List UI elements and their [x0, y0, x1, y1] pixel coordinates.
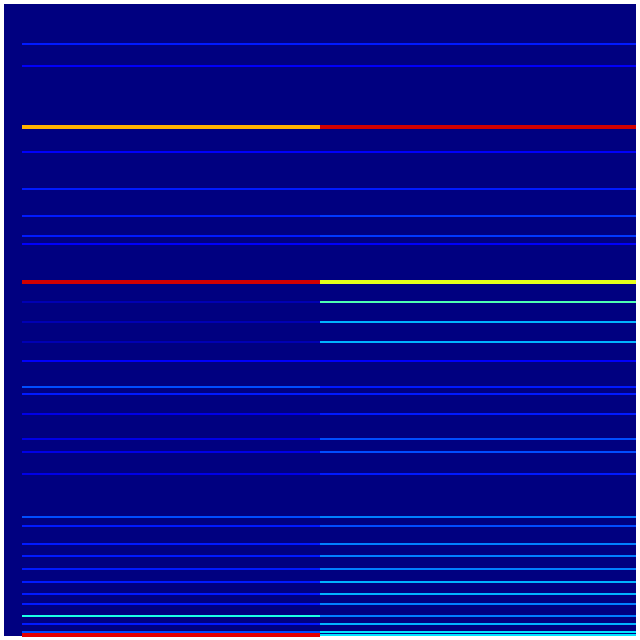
heat-row [320, 603, 636, 605]
heat-row [22, 341, 320, 343]
heat-row [320, 280, 636, 284]
heat-row [22, 451, 320, 453]
heat-row [22, 301, 320, 303]
heat-row [320, 473, 636, 475]
heat-row [22, 125, 320, 129]
heat-row [22, 321, 320, 323]
heat-row [320, 65, 636, 67]
heat-row [22, 151, 320, 153]
heat-row [22, 360, 320, 362]
heat-row [320, 543, 636, 545]
heat-row [22, 555, 320, 557]
heat-row [22, 623, 320, 625]
background [4, 4, 636, 636]
heat-row [320, 568, 636, 570]
heat-row [320, 525, 636, 527]
heat-row [320, 413, 636, 415]
heat-row [320, 360, 636, 362]
heat-row [320, 615, 636, 617]
heat-row [320, 188, 636, 190]
heat-row [22, 215, 320, 217]
heat-row [320, 321, 636, 323]
heat-row [22, 280, 320, 284]
heat-row [320, 151, 636, 153]
heat-row [22, 631, 320, 633]
heat-row [320, 593, 636, 595]
heat-row [320, 215, 636, 217]
heat-row [320, 555, 636, 557]
heat-row [320, 125, 636, 129]
heat-row [22, 615, 320, 617]
heat-row [22, 438, 320, 440]
heat-row [22, 393, 320, 395]
heat-row [320, 341, 636, 343]
heat-row [320, 516, 636, 518]
heat-row [320, 623, 636, 625]
heat-row [22, 633, 320, 637]
heat-row [22, 65, 320, 67]
heat-row [22, 581, 320, 583]
heat-row [22, 243, 320, 245]
heat-row [320, 243, 636, 245]
heat-row [22, 543, 320, 545]
heat-row [22, 473, 320, 475]
heat-row [22, 593, 320, 595]
heat-row [320, 43, 636, 45]
heat-row [22, 386, 320, 388]
heat-row [22, 525, 320, 527]
heat-row [22, 413, 320, 415]
heat-row [22, 568, 320, 570]
heat-row [320, 451, 636, 453]
heat-row [320, 581, 636, 583]
heat-row [22, 188, 320, 190]
heat-row [320, 438, 636, 440]
heat-row [320, 235, 636, 237]
heat-row [320, 634, 636, 636]
heat-row [22, 235, 320, 237]
heat-row [22, 516, 320, 518]
heat-row [320, 301, 636, 303]
heat-row [22, 603, 320, 605]
heat-row [320, 386, 636, 388]
heat-row [320, 631, 636, 633]
heat-row [22, 43, 320, 45]
heat-row [320, 393, 636, 395]
